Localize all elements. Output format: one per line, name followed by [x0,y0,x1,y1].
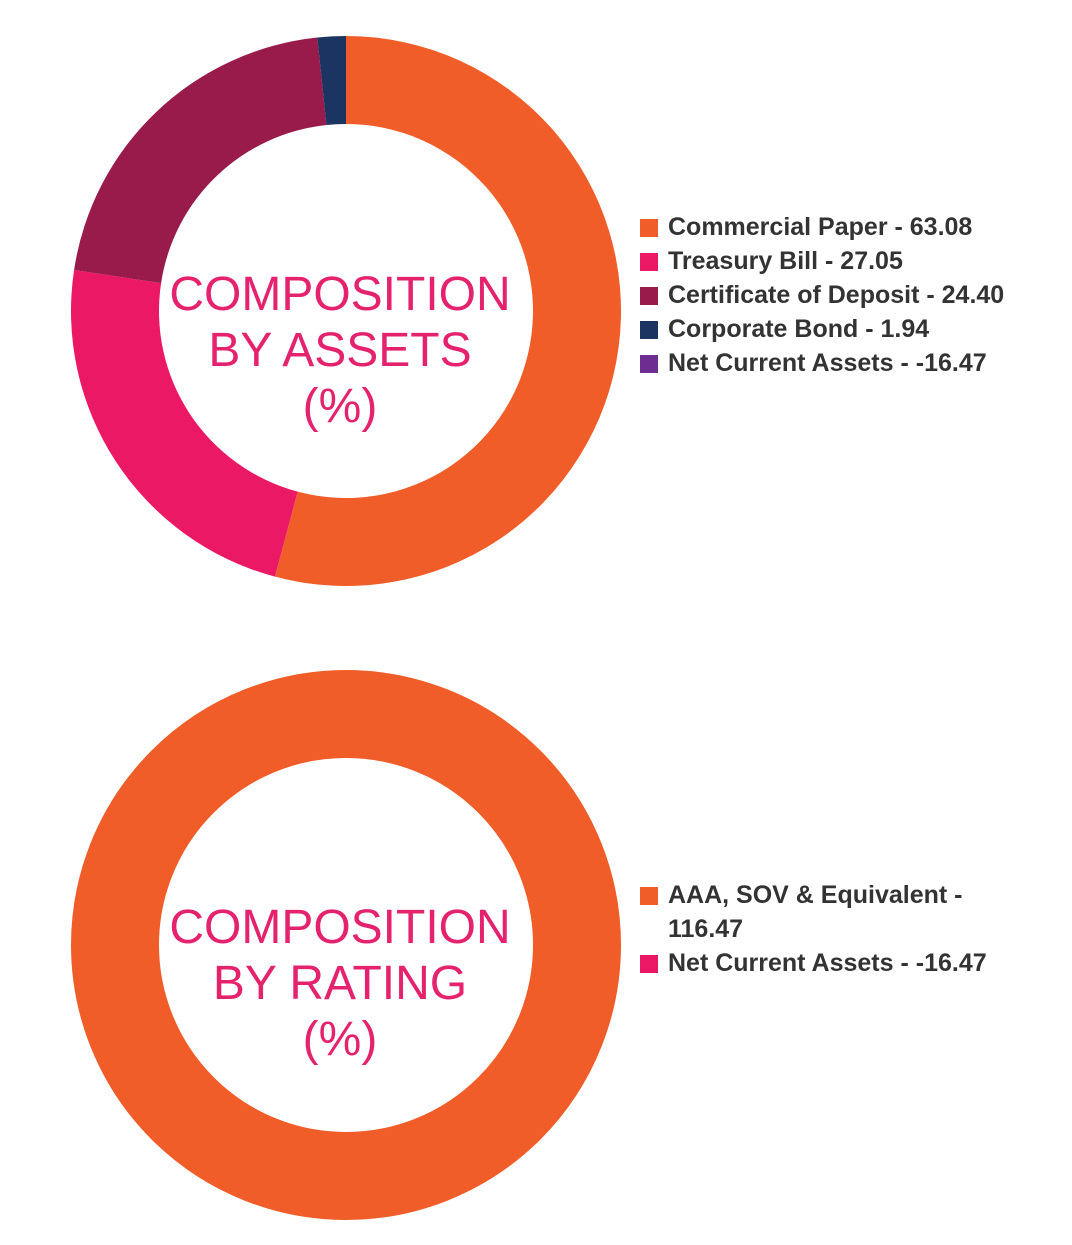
legend-item-commercial-paper: Commercial Paper - 63.08 [640,210,1068,244]
legend-swatch [640,219,658,237]
rating-center-line-1: COMPOSITION [169,901,511,954]
rating-donut-svg [71,670,621,1220]
legend-swatch [640,887,658,905]
donut-slice-corporate-bond [317,36,346,126]
legend-swatch [640,955,658,973]
rating-center-line-2: BY RATING [212,957,468,1010]
assets-center-line-3: (%) [302,380,378,433]
rating-center-line-3: (%) [302,1013,378,1066]
rating-center-label: COMPOSITION BY RATING (%) [130,900,550,1068]
legend-swatch [640,253,658,271]
legend-label: Net Current Assets - -16.47 [668,949,987,977]
legend-item-net-current-assets: Net Current Assets - -16.47 [640,346,1068,380]
assets-legend: Commercial Paper - 63.08 Treasury Bill -… [640,210,1068,380]
legend-label: Corporate Bond - 1.94 [668,315,930,343]
composition-by-assets-chart: COMPOSITION BY ASSETS (%) Commercial Pap… [0,0,1072,620]
donut-slice-treasury-bill [70,269,298,577]
donut-slice-aaa-sov-equivalent [71,670,621,1220]
rating-legend: AAA, SOV & Equivalent - 116.47 Net Curre… [640,878,1068,980]
legend-item-aaa-sov-equivalent: AAA, SOV & Equivalent - 116.47 [640,878,998,946]
legend-swatch [640,355,658,373]
donut-slice-commercial-paper [274,36,622,587]
assets-center-line-2: BY ASSETS [208,324,472,377]
legend-label: Treasury Bill - 27.05 [668,247,903,275]
legend-label: AAA, SOV & Equivalent - 116.47 [668,881,963,943]
assets-center-label: COMPOSITION BY ASSETS (%) [130,267,550,435]
legend-swatch [640,321,658,339]
legend-item-certificate-of-deposit: Certificate of Deposit - 24.40 [640,278,1068,312]
donut-slice-certificate-of-deposit [74,37,327,284]
legend-item-treasury-bill: Treasury Bill - 27.05 [640,244,1068,278]
legend-label: Net Current Assets - -16.47 [668,349,987,377]
legend-swatch [640,287,658,305]
assets-donut-svg [70,36,622,587]
composition-by-rating-chart: COMPOSITION BY RATING (%) AAA, SOV & Equ… [0,620,1072,1245]
legend-item-net-current-assets: Net Current Assets - -16.47 [640,946,1068,980]
legend-item-corporate-bond: Corporate Bond - 1.94 [640,312,1068,346]
assets-center-line-1: COMPOSITION [169,268,511,321]
legend-label: Certificate of Deposit - 24.40 [668,281,1005,309]
legend-label: Commercial Paper - 63.08 [668,213,973,241]
